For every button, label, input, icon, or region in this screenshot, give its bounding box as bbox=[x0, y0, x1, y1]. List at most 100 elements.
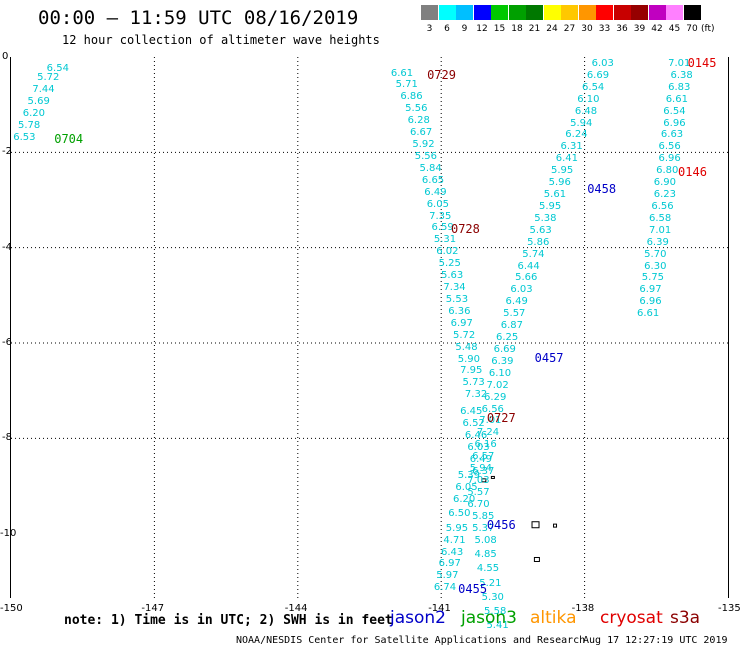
wave-height-reading: 6.05 bbox=[455, 482, 478, 494]
legend-swatch bbox=[526, 5, 543, 20]
map-subtitle: 12 hour collection of altimeter wave hei… bbox=[62, 33, 380, 47]
wave-height-reading: 6.57 bbox=[472, 451, 495, 463]
wave-height-reading: 6.54 bbox=[46, 62, 69, 74]
wave-height-reading: 6.96 bbox=[663, 117, 686, 129]
wave-height-reading: 6.49 bbox=[505, 296, 528, 308]
wave-height-reading: 5.74 bbox=[522, 248, 545, 260]
pass-time-label: 0145 bbox=[687, 55, 717, 70]
wave-height-reading: 7.34 bbox=[443, 282, 466, 294]
wave-height-reading: 5.72 bbox=[37, 72, 60, 84]
wave-height-reading: 6.52 bbox=[462, 417, 485, 429]
wave-height-reading: 6.61 bbox=[665, 93, 688, 105]
map-canvas bbox=[11, 57, 728, 598]
wave-height-reading: 5.84 bbox=[419, 162, 442, 174]
wave-height-reading: 5.70 bbox=[644, 248, 667, 260]
legend-swatch bbox=[456, 5, 473, 20]
legend-swatch bbox=[683, 5, 701, 20]
legend-swatch bbox=[631, 5, 648, 20]
wave-height-reading: 5.66 bbox=[515, 272, 538, 284]
legend-swatch bbox=[596, 5, 613, 20]
wave-height-reading: 6.61 bbox=[390, 67, 414, 79]
wave-height-reading: 6.39 bbox=[491, 355, 514, 367]
wave-height-reading: 5.58 bbox=[484, 606, 507, 618]
wave-height-reading: 6.86 bbox=[400, 91, 423, 103]
wave-height-reading: 6.16 bbox=[474, 439, 497, 451]
wave-height-reading: 6.97 bbox=[639, 284, 662, 296]
island-outline bbox=[531, 521, 540, 529]
wave-height-reading: 6.45 bbox=[460, 405, 483, 417]
wave-height-reading: 7.02 bbox=[486, 379, 509, 391]
x-tick-label: -147 bbox=[141, 603, 165, 614]
pass-time-label: 0456 bbox=[486, 517, 516, 532]
island-outline bbox=[481, 478, 487, 483]
wave-height-reading: 4.55 bbox=[476, 563, 500, 575]
legend-label: 18 bbox=[511, 24, 523, 34]
wave-height-reading: 5.96 bbox=[548, 177, 571, 189]
island-outline bbox=[490, 475, 495, 479]
wave-height-reading: 6.50 bbox=[448, 508, 471, 520]
wave-height-reading: 6.38 bbox=[670, 69, 693, 81]
legend-label: 15 bbox=[493, 24, 506, 34]
wave-height-reading: 7.35 bbox=[429, 210, 452, 222]
wave-height-reading: 6.56 bbox=[481, 403, 504, 415]
wave-height-reading: 5.21 bbox=[479, 577, 502, 589]
legend-label: 6 bbox=[444, 24, 450, 34]
wave-height-reading: 5.53 bbox=[445, 293, 469, 305]
x-tick-label: -141 bbox=[428, 603, 451, 614]
pass-time-label: 0457 bbox=[534, 351, 564, 366]
wave-height-reading: 5.56 bbox=[405, 103, 428, 115]
wave-height-reading: 5.72 bbox=[452, 329, 476, 341]
wave-height-reading: 7.03 bbox=[467, 475, 490, 487]
pass-time-label: 0727 bbox=[486, 410, 516, 425]
legend-label: 42 bbox=[651, 24, 663, 34]
wave-height-reading: 5.69 bbox=[27, 96, 50, 108]
wave-height-reading: 7.95 bbox=[460, 365, 483, 377]
wave-height-reading: 5.85 bbox=[472, 510, 495, 522]
legend-swatch bbox=[578, 5, 596, 20]
wave-height-reading: 5.73 bbox=[462, 377, 485, 389]
legend-label: 12 bbox=[476, 24, 488, 34]
legend-unit: (ft) bbox=[701, 24, 715, 34]
wave-height-reading: 6.53 bbox=[13, 131, 36, 143]
wave-height-reading: 5.95 bbox=[445, 522, 469, 534]
legend-swatch bbox=[561, 5, 578, 20]
wave-height-reading: 7.01 bbox=[479, 415, 502, 427]
wave-height-reading: 6.02 bbox=[436, 246, 459, 258]
wave-height-reading: 6.03 bbox=[591, 58, 614, 69]
wave-height-reading: 6.03 bbox=[510, 284, 533, 296]
pass-time-label: 0729 bbox=[427, 67, 456, 82]
wave-height-reading: 5.37 bbox=[472, 522, 495, 534]
wave-height-reading: 5.95 bbox=[539, 200, 562, 212]
pass-time-label: 0146 bbox=[678, 165, 707, 180]
wave-height-reading: 4.71 bbox=[443, 534, 466, 546]
legend-swatch bbox=[613, 5, 631, 20]
wave-height-reading: 6.28 bbox=[407, 115, 430, 127]
wave-height-reading: 4.85 bbox=[474, 548, 497, 560]
altika-label: altika bbox=[530, 608, 577, 628]
wave-height-reading: 6.69 bbox=[586, 69, 610, 81]
wave-height-reading: 5.39 bbox=[457, 470, 481, 482]
wave-height-reading: 5.63 bbox=[441, 270, 464, 282]
wave-height-reading: 6.37 bbox=[472, 465, 495, 477]
footer-note: note: 1) Time is in UTC; 2) SWH is in fe… bbox=[64, 613, 393, 628]
wave-height-reading: 6.49 bbox=[424, 186, 447, 198]
wave-height-reading: 6.30 bbox=[644, 260, 667, 272]
wave-height-reading: 6.56 bbox=[658, 141, 681, 153]
island-outline bbox=[553, 523, 558, 528]
pass-time-label: 0728 bbox=[450, 222, 480, 237]
wave-height-reading: 6.10 bbox=[577, 93, 600, 105]
y-tick-label: 0 bbox=[2, 51, 9, 62]
wave-height-reading: 6.41 bbox=[555, 153, 579, 165]
y-tick-label: -10 bbox=[0, 527, 17, 539]
wave-height-reading: 5.25 bbox=[438, 258, 461, 270]
wave-height-reading: 6.25 bbox=[496, 332, 519, 344]
wave-height-reading: 6.97 bbox=[438, 558, 461, 570]
map-title: 00:00 – 11:59 UTC 08/16/2019 bbox=[38, 7, 359, 29]
wave-height-reading: 6.23 bbox=[653, 189, 676, 201]
wave-height-reading: 6.69 bbox=[493, 343, 516, 355]
wave-height-reading: 6.74 bbox=[433, 582, 457, 594]
wave-height-reading: 6.90 bbox=[653, 177, 676, 189]
generated-timestamp: Aug 17 12:27:19 UTC 2019 bbox=[583, 635, 728, 646]
wave-height-reading: 5.92 bbox=[412, 139, 435, 151]
wave-height-reading: 6.65 bbox=[421, 174, 445, 186]
